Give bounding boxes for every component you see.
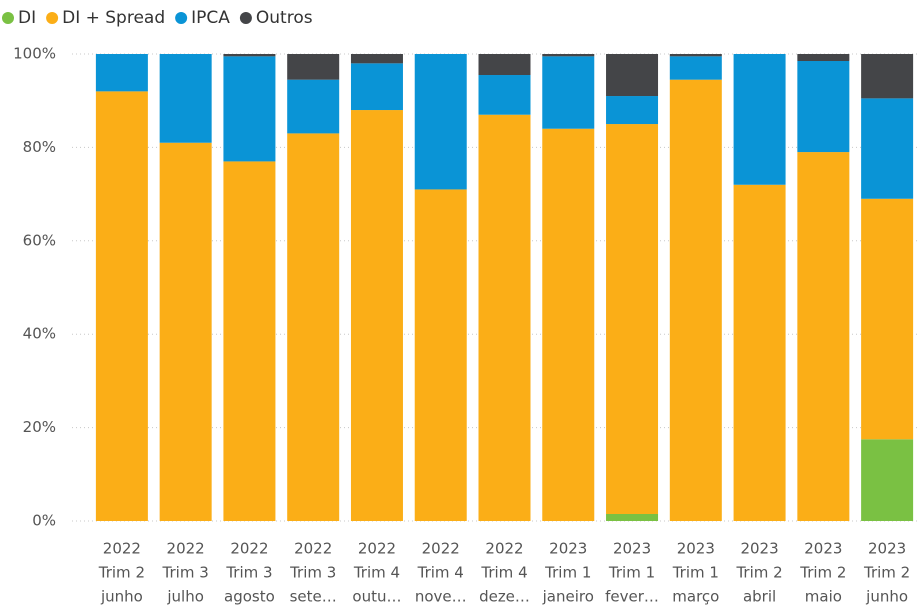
bar-segment (414, 189, 467, 521)
legend-marker (175, 12, 188, 24)
bar-segment (861, 439, 914, 521)
x-tick-label: 2023 (868, 540, 906, 558)
legend-label: DI + Spread (62, 8, 165, 28)
x-tick-label: abril (743, 588, 776, 606)
legend-label: DI (18, 8, 36, 28)
x-tick-label: 2023 (549, 540, 587, 558)
y-tick-label: 20% (23, 418, 56, 436)
bar-segment (287, 133, 340, 521)
bar-segment (669, 56, 722, 80)
bar-segment (478, 54, 531, 76)
bar-segment (350, 110, 403, 521)
bar-segment (797, 61, 850, 153)
x-tick-label: 2022 (167, 540, 205, 558)
bar-segment (797, 152, 850, 521)
bar-segment (95, 91, 148, 522)
legend-marker (239, 12, 252, 24)
bar-segment (223, 54, 276, 57)
x-tick-label: Trim 2 (863, 564, 910, 582)
bar-segment (223, 161, 276, 521)
y-tick-label: 80% (23, 138, 56, 156)
x-tick-label: 2022 (422, 540, 460, 558)
legend-label: Outros (256, 8, 313, 28)
x-tick-label: Trim 4 (480, 564, 527, 582)
x-tick-label: Trim 2 (98, 564, 145, 582)
x-tick-label: Trim 3 (162, 564, 209, 582)
x-tick-label: sete… (290, 588, 337, 606)
bar-segment (861, 198, 914, 440)
bar-segment (606, 513, 659, 521)
x-tick-label: 2022 (485, 540, 523, 558)
bar-segment (733, 184, 786, 521)
bar-segment (414, 54, 467, 190)
x-tick-label: nove… (415, 588, 467, 606)
x-tick-label: Trim 1 (672, 564, 719, 582)
bar-segment (350, 54, 403, 64)
x-tick-label: 2023 (677, 540, 715, 558)
x-tick-label: deze… (479, 588, 530, 606)
x-tick-label: fever… (605, 588, 659, 606)
x-tick-label: 2022 (294, 540, 332, 558)
x-tick-label: março (672, 588, 719, 606)
bar-segment (542, 56, 595, 129)
bar-segment (478, 114, 531, 522)
x-tick-label: janeiro (542, 588, 594, 606)
y-tick-label: 40% (23, 325, 56, 343)
x-tick-label: Trim 4 (417, 564, 464, 582)
bar-segment (159, 142, 212, 522)
x-tick-label: Trim 3 (289, 564, 336, 582)
bar-segment (669, 54, 722, 57)
bar-segment (797, 54, 850, 62)
x-tick-label: Trim 2 (799, 564, 846, 582)
x-tick-label: 2022 (358, 540, 396, 558)
legend-marker (2, 12, 14, 24)
bar-segment (606, 96, 659, 125)
x-tick-label: 2023 (613, 540, 651, 558)
legend: DI DI + Spread IPCA Outros (2, 8, 313, 28)
bar-segment (478, 75, 531, 115)
bar-segment (542, 128, 595, 521)
x-tick-label: agosto (224, 588, 275, 606)
bar-segment (223, 56, 276, 162)
bar-segment (606, 124, 659, 514)
x-tick-label: Trim 2 (735, 564, 782, 582)
legend-marker (46, 12, 59, 24)
legend-label: IPCA (191, 8, 230, 28)
bar-segment (95, 54, 148, 92)
x-tick-label: junho (865, 588, 908, 606)
x-tick-label: 2023 (804, 540, 842, 558)
x-tick-label: maio (805, 588, 842, 606)
bar-segment (287, 79, 340, 134)
x-tick-label: 2022 (230, 540, 268, 558)
x-tick-label: Trim 3 (225, 564, 272, 582)
x-tick-label: 2022 (103, 540, 141, 558)
bar-segment (669, 79, 722, 521)
bar-segment (542, 54, 595, 57)
x-tick-label: Trim 1 (608, 564, 655, 582)
bar-segment (159, 54, 212, 143)
bar-segment (287, 54, 340, 80)
x-tick-label: junho (100, 588, 143, 606)
x-tick-label: 2023 (740, 540, 778, 558)
y-tick-label: 100% (13, 45, 56, 63)
x-tick-label: Trim 1 (544, 564, 591, 582)
x-tick-label: julho (166, 588, 204, 606)
bar-segment (733, 54, 786, 185)
y-tick-label: 60% (23, 231, 56, 249)
bar-segment (861, 98, 914, 199)
x-tick-label: outu… (352, 588, 401, 606)
y-tick-label: 0% (32, 512, 56, 530)
bar-segment (861, 54, 914, 99)
bar-segment (606, 54, 659, 97)
x-tick-label: Trim 4 (353, 564, 400, 582)
bar-segment (350, 63, 403, 111)
